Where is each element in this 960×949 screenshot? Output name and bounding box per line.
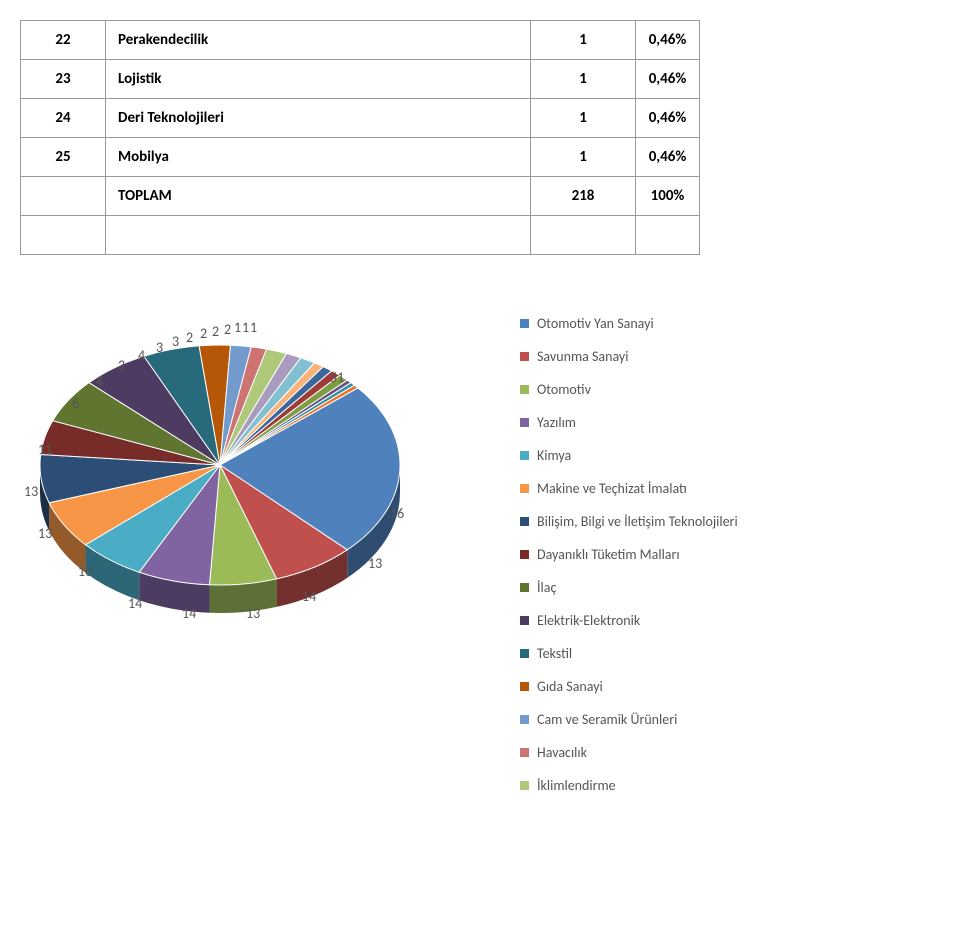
table-cell: [106, 216, 531, 255]
table-cell: [531, 216, 636, 255]
legend-label: Kimya: [537, 447, 571, 464]
legend-item: İlaç: [520, 579, 900, 596]
legend-swatch: [520, 583, 529, 592]
legend-swatch: [520, 451, 529, 460]
legend-item: Gıda Sanayi: [520, 678, 900, 695]
legend-swatch: [520, 385, 529, 394]
pie-svg: [20, 295, 460, 665]
table-cell: 1: [531, 60, 636, 99]
table-row: 24Deri Teknolojileri10,46%: [21, 99, 700, 138]
data-table: 22Perakendecilik10,46%23Lojistik10,46%24…: [20, 20, 700, 255]
legend-label: İlaç: [537, 579, 556, 596]
table-cell: 0,46%: [636, 99, 700, 138]
legend-item: Otomotiv Yan Sanayi: [520, 315, 900, 332]
legend-item: Tekstil: [520, 645, 900, 662]
legend-item: Makine ve Teçhizat İmalatı: [520, 480, 900, 497]
legend-swatch: [520, 781, 529, 790]
legend-swatch: [520, 418, 529, 427]
legend: Otomotiv Yan Sanayi Savunma Sanayi Otomoti…: [520, 315, 900, 810]
legend-swatch: [520, 682, 529, 691]
legend-label: Otomotiv: [537, 381, 591, 398]
legend-swatch: [520, 550, 529, 559]
pie-area: 51161314131414101313116434332222111: [20, 295, 460, 665]
legend-swatch: [520, 484, 529, 493]
table-cell: [21, 216, 106, 255]
legend-label: İklimlendirme: [537, 777, 616, 794]
table-cell: 22: [21, 21, 106, 60]
legend-item: Bilişim, Bilgi ve İletişim Teknolojileri: [520, 513, 900, 530]
table-cell: Deri Teknolojileri: [106, 99, 531, 138]
legend-item: İklimlendirme: [520, 777, 900, 794]
legend-label: Yazılım: [537, 414, 576, 431]
legend-label: Bilişim, Bilgi ve İletişim Teknolojileri: [537, 513, 738, 530]
legend-label: Tekstil: [537, 645, 572, 662]
table-row: TOPLAM218100%: [21, 177, 700, 216]
legend-swatch: [520, 748, 529, 757]
legend-item: Kimya: [520, 447, 900, 464]
legend-label: Havacılık: [537, 744, 587, 761]
legend-item: Savunma Sanayi: [520, 348, 900, 365]
table-row: 23Lojistik10,46%: [21, 60, 700, 99]
legend-swatch: [520, 715, 529, 724]
table-row: [21, 216, 700, 255]
legend-swatch: [520, 649, 529, 658]
legend-item: Elektrik-Elektronik: [520, 612, 900, 629]
table-cell: 23: [21, 60, 106, 99]
legend-label: Makine ve Teçhizat İmalatı: [537, 480, 687, 497]
table-row: 22Perakendecilik10,46%: [21, 21, 700, 60]
table-cell: 24: [21, 99, 106, 138]
legend-swatch: [520, 352, 529, 361]
legend-label: Cam ve Seramik Ürünleri: [537, 711, 677, 728]
table-cell: 1: [531, 138, 636, 177]
legend-item: Otomotiv: [520, 381, 900, 398]
legend-item: Havacılık: [520, 744, 900, 761]
legend-item: Yazılım: [520, 414, 900, 431]
table-cell: 1: [531, 21, 636, 60]
table-row: 25Mobilya10,46%: [21, 138, 700, 177]
table-cell: Mobilya: [106, 138, 531, 177]
legend-swatch: [520, 517, 529, 526]
legend-swatch: [520, 319, 529, 328]
legend-item: Dayanıklı Tüketim Malları: [520, 546, 900, 563]
legend-label: Gıda Sanayi: [537, 678, 603, 695]
legend-label: Savunma Sanayi: [537, 348, 629, 365]
table-cell: 0,46%: [636, 60, 700, 99]
table-cell: 0,46%: [636, 21, 700, 60]
table-cell: [636, 216, 700, 255]
table-cell: Perakendecilik: [106, 21, 531, 60]
table-cell: 218: [531, 177, 636, 216]
table-cell: Lojistik: [106, 60, 531, 99]
sector-pie-chart: 51161314131414101313116434332222111 Otom…: [20, 295, 920, 845]
legend-swatch: [520, 616, 529, 625]
table-cell: 1: [531, 99, 636, 138]
legend-label: Elektrik-Elektronik: [537, 612, 640, 629]
legend-label: Dayanıklı Tüketim Malları: [537, 546, 680, 563]
table-cell: TOPLAM: [106, 177, 531, 216]
table-cell: 100%: [636, 177, 700, 216]
legend-item: Cam ve Seramik Ürünleri: [520, 711, 900, 728]
table-cell: [21, 177, 106, 216]
legend-label: Otomotiv Yan Sanayi: [537, 315, 654, 332]
table-cell: 25: [21, 138, 106, 177]
table-cell: 0,46%: [636, 138, 700, 177]
